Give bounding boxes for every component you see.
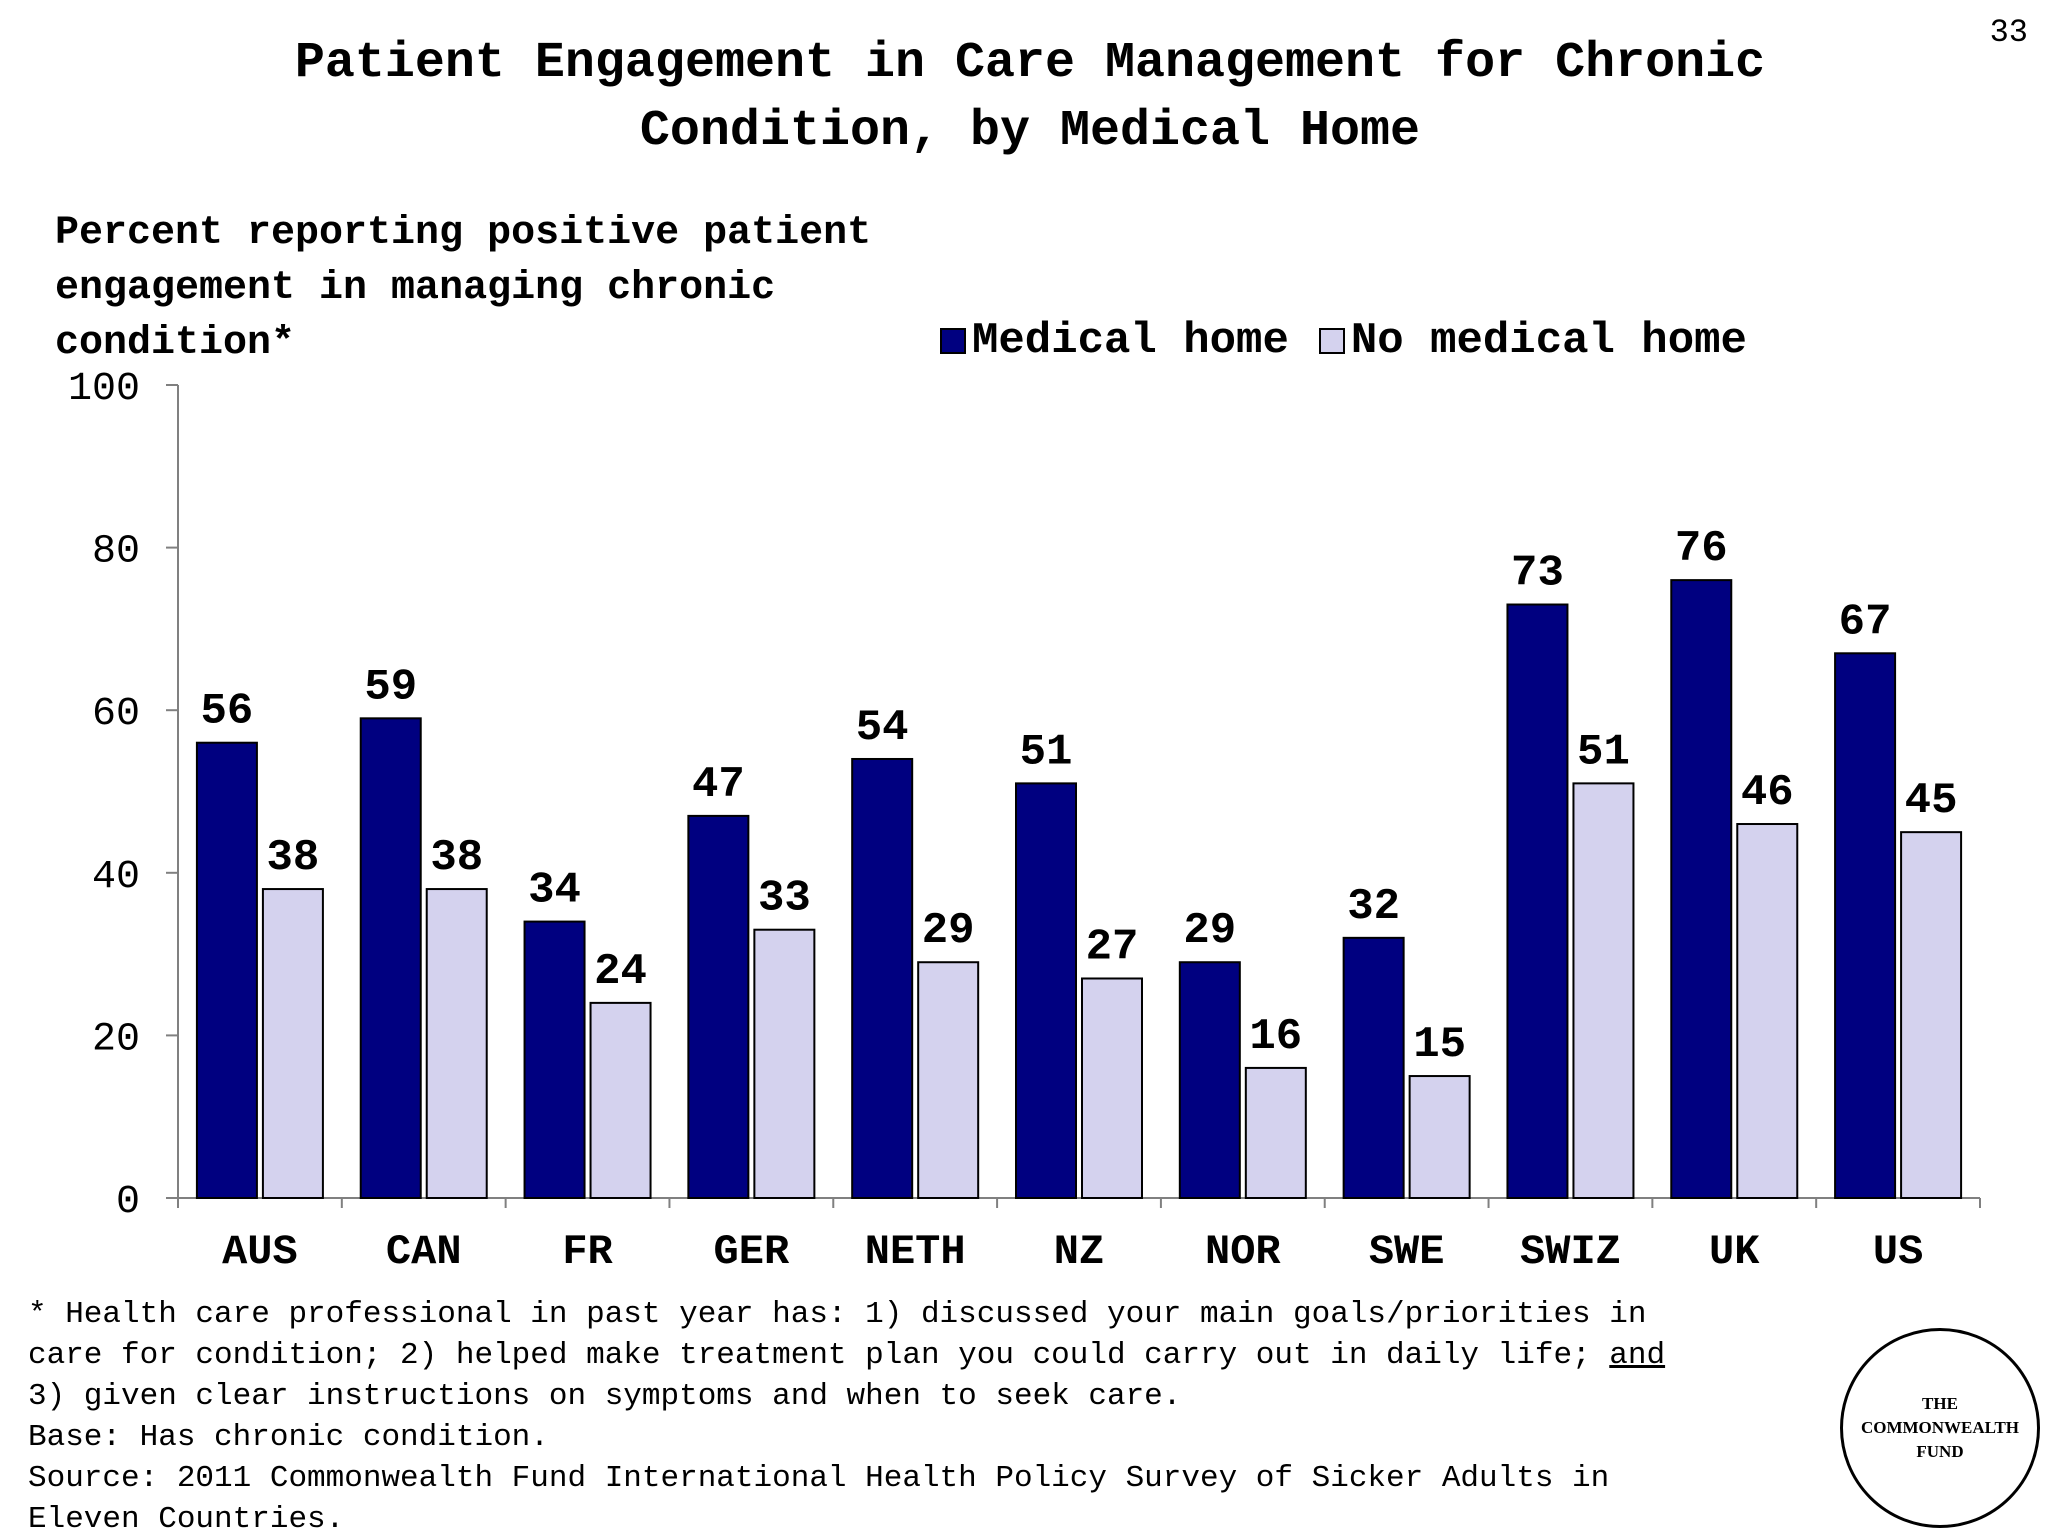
bar-no-medical-home-fr: [589, 1001, 652, 1199]
category-label-can: CAN: [386, 1228, 462, 1276]
footnote-base: Base: Has chronic condition.: [28, 1420, 549, 1455]
bar-no-medical-home-nz: [1081, 977, 1143, 1199]
y-tick-label: 40: [92, 855, 140, 900]
legend-item-no-medical-home: No medical home: [1318, 316, 1747, 366]
category-label-swe: SWE: [1369, 1228, 1445, 1276]
data-label: 56: [201, 687, 254, 737]
bar-chart: 0 20 40 60 80 100 56 38 AUS 59 38 CAN 34 24 FR 47 33 GER 5…: [68, 367, 1981, 1276]
legend-swatch-medical-home: [940, 328, 966, 354]
logo-line-2: COMMONWEALTH: [1860, 1418, 2020, 1437]
data-label: 46: [1741, 768, 1794, 818]
data-label: 38: [267, 833, 320, 883]
category-label-us: US: [1873, 1228, 1923, 1276]
bar-medical-home-fr: [523, 920, 586, 1200]
data-label: 24: [594, 947, 647, 997]
category-label-neth: NETH: [865, 1228, 966, 1276]
data-label: 59: [364, 662, 417, 712]
category-label-fr: FR: [562, 1228, 613, 1276]
footnote-source-cont: Eleven Countries.: [28, 1502, 345, 1537]
logo-line-1: THE: [1922, 1394, 1958, 1413]
footnote-and: and: [1609, 1338, 1666, 1373]
commonwealth-fund-logo: THE COMMONWEALTH FUND: [1840, 1328, 2040, 1528]
data-label: 29: [1183, 906, 1236, 956]
logo-line-3: FUND: [1916, 1442, 1964, 1461]
y-tick-label: 80: [92, 530, 140, 575]
footnote-line-3: 3) given clear instructions on symptoms …: [28, 1379, 1182, 1414]
y-tick-label: 100: [68, 367, 140, 412]
category-label-swiz: SWIZ: [1520, 1228, 1621, 1276]
bar-no-medical-home-can: [425, 888, 488, 1199]
legend-item-medical-home: Medical home: [940, 316, 1289, 366]
data-label: 54: [856, 703, 909, 753]
data-label: 45: [1905, 776, 1958, 826]
footnote-line-1: * Health care professional in past year …: [28, 1297, 1647, 1332]
bar-no-medical-home-neth: [917, 961, 980, 1199]
legend-label-no-medical-home: No medical home: [1350, 316, 1747, 366]
bar-no-medical-home-us: [1900, 831, 1963, 1200]
category-label-nz: NZ: [1054, 1228, 1104, 1276]
legend: Medical home No medical home: [940, 316, 1777, 366]
bar-no-medical-home-swiz: [1572, 782, 1635, 1199]
data-label: 51: [1577, 727, 1630, 777]
data-label: 73: [1511, 549, 1564, 599]
legend-label-medical-home: Medical home: [972, 316, 1289, 366]
bar-medical-home-swiz: [1506, 603, 1569, 1199]
data-label: 29: [922, 906, 975, 956]
data-label: 51: [1020, 727, 1073, 777]
category-label-uk: UK: [1709, 1228, 1760, 1276]
legend-swatch-no-medical-home: [1318, 328, 1345, 354]
bar-medical-home-us: [1834, 652, 1897, 1199]
bar-no-medical-home-nor: [1244, 1066, 1307, 1200]
bar-medical-home-uk: [1670, 579, 1733, 1199]
data-label: 27: [1086, 922, 1139, 972]
bar-medical-home-aus: [195, 741, 258, 1199]
bar-medical-home-can: [359, 717, 422, 1200]
category-label-nor: NOR: [1205, 1228, 1281, 1276]
data-label: 33: [758, 874, 811, 924]
bar-no-medical-home-aus: [261, 888, 324, 1199]
bar-medical-home-nz: [1015, 782, 1077, 1199]
page-number: 33: [1989, 14, 2028, 51]
data-label: 67: [1839, 597, 1892, 647]
bar-no-medical-home-uk: [1736, 823, 1799, 1200]
y-tick-label: 20: [92, 1017, 140, 1062]
data-label: 76: [1675, 524, 1728, 574]
data-label: 16: [1249, 1012, 1302, 1062]
data-label: 47: [692, 760, 745, 810]
bar-no-medical-home-ger: [753, 928, 816, 1200]
data-label: 15: [1413, 1020, 1466, 1070]
y-tick-label: 60: [92, 692, 140, 737]
bar-medical-home-neth: [851, 757, 914, 1199]
data-label: 32: [1347, 882, 1400, 932]
bar-medical-home-nor: [1178, 961, 1241, 1199]
bar-medical-home-ger: [687, 814, 750, 1199]
bar-no-medical-home-swe: [1408, 1075, 1471, 1200]
data-label: 38: [430, 833, 483, 883]
category-label-ger: GER: [714, 1228, 790, 1276]
y-axis-label: Percent reporting positive patient engag…: [55, 211, 872, 366]
bar-medical-home-swe: [1342, 936, 1405, 1200]
category-label-aus: AUS: [222, 1228, 298, 1276]
chart-title: Patient Engagement in Care Management fo…: [294, 35, 1766, 160]
footnote: * Health care professional in past year …: [28, 1294, 1868, 1540]
footnote-line-2: care for condition; 2) helped make treat…: [28, 1338, 1610, 1373]
y-tick-label: 0: [116, 1180, 140, 1225]
data-label: 34: [528, 866, 581, 916]
footnote-source: Source: 2011 Commonwealth Fund Internati…: [28, 1461, 1610, 1496]
